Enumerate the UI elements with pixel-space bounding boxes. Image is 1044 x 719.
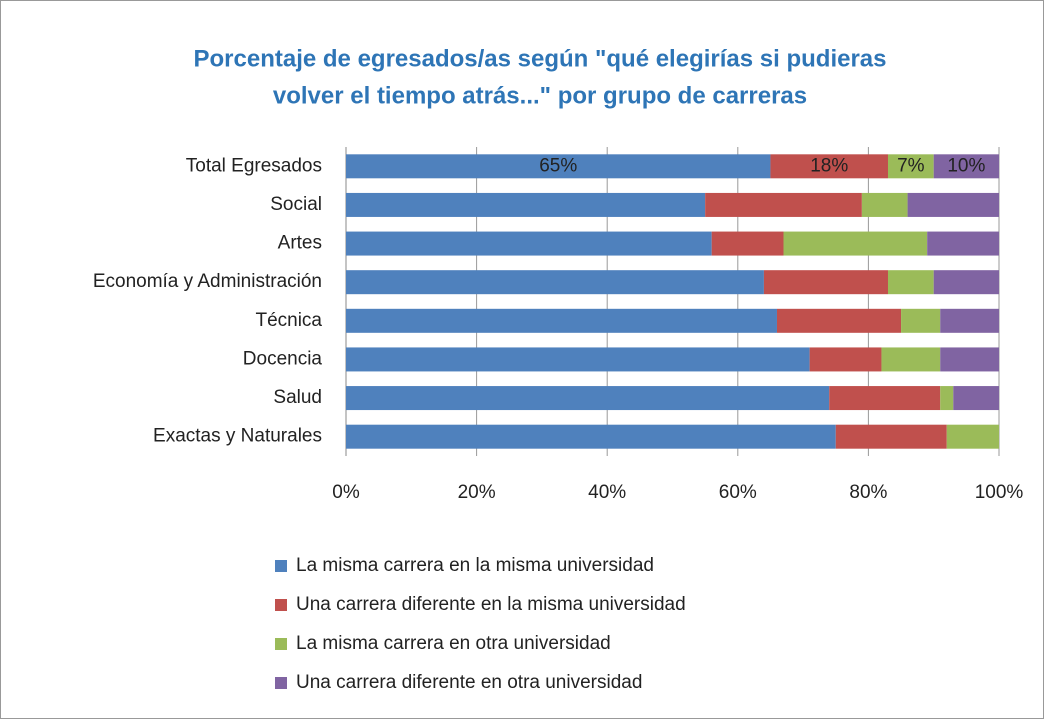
data-label: 65% xyxy=(539,155,577,176)
bar-segment xyxy=(711,231,784,256)
bar-segment xyxy=(881,347,941,372)
bar-segment xyxy=(887,154,934,179)
x-tick-label: 40% xyxy=(588,482,626,503)
legend-swatch xyxy=(275,638,287,650)
bar-segment xyxy=(770,154,888,179)
bar-segment xyxy=(783,231,928,256)
bar-segment xyxy=(346,231,712,256)
bar-segment xyxy=(809,347,882,372)
bar-segment xyxy=(346,424,836,449)
data-label: 7% xyxy=(897,155,925,176)
bar-segment xyxy=(346,192,706,217)
y-tick-label: Artes xyxy=(278,233,322,254)
bar-segment xyxy=(907,192,999,217)
legend-swatch xyxy=(275,560,287,572)
x-tick-label: 20% xyxy=(458,482,496,503)
bar-segment xyxy=(933,270,999,295)
bar-segment xyxy=(953,386,999,411)
x-tick-label: 80% xyxy=(849,482,887,503)
y-tick-label: Social xyxy=(270,194,322,215)
data-label: 10% xyxy=(947,155,985,176)
bar-segment xyxy=(763,270,888,295)
bar-segment xyxy=(940,386,954,411)
bar-segment xyxy=(940,347,999,372)
bar-segment xyxy=(933,154,999,179)
x-tick-label: 0% xyxy=(332,482,360,503)
legend-label: La misma carrera en otra universidad xyxy=(296,633,611,654)
legend-swatch xyxy=(275,677,287,689)
bar-segment xyxy=(887,270,934,295)
bar-segment xyxy=(776,308,902,333)
x-tick-label: 100% xyxy=(975,482,1024,503)
y-tick-label: Docencia xyxy=(243,348,323,369)
chart-title: volver el tiempo atrás..." por grupo de … xyxy=(273,82,807,109)
y-tick-label: Técnica xyxy=(255,310,322,331)
y-tick-label: Exactas y Naturales xyxy=(153,426,322,447)
bar-segment xyxy=(346,270,764,295)
bar-segment xyxy=(946,424,999,449)
bar-segment xyxy=(346,347,810,372)
bar-segment xyxy=(346,386,830,411)
bar-segment xyxy=(940,308,999,333)
legend-swatch xyxy=(275,599,287,611)
bar-segment xyxy=(705,192,862,217)
y-tick-label: Total Egresados xyxy=(186,155,322,176)
x-tick-label: 60% xyxy=(719,482,757,503)
y-tick-label: Salud xyxy=(273,387,322,408)
bar-segment xyxy=(829,386,941,411)
bar-segment xyxy=(346,308,777,333)
legend-label: La misma carrera en la misma universidad xyxy=(296,555,654,576)
bar-segment xyxy=(861,192,908,217)
bar-segment xyxy=(901,308,941,333)
legend-label: Una carrera diferente en la misma univer… xyxy=(296,594,686,615)
bar-segment xyxy=(346,154,771,179)
legend-label: Una carrera diferente en otra universida… xyxy=(296,672,642,693)
bar-segment xyxy=(835,424,947,449)
y-tick-label: Economía y Administración xyxy=(93,271,322,292)
data-label: 18% xyxy=(810,155,848,176)
chart-title: Porcentaje de egresados/as según "qué el… xyxy=(194,45,887,72)
bar-segment xyxy=(927,231,999,256)
